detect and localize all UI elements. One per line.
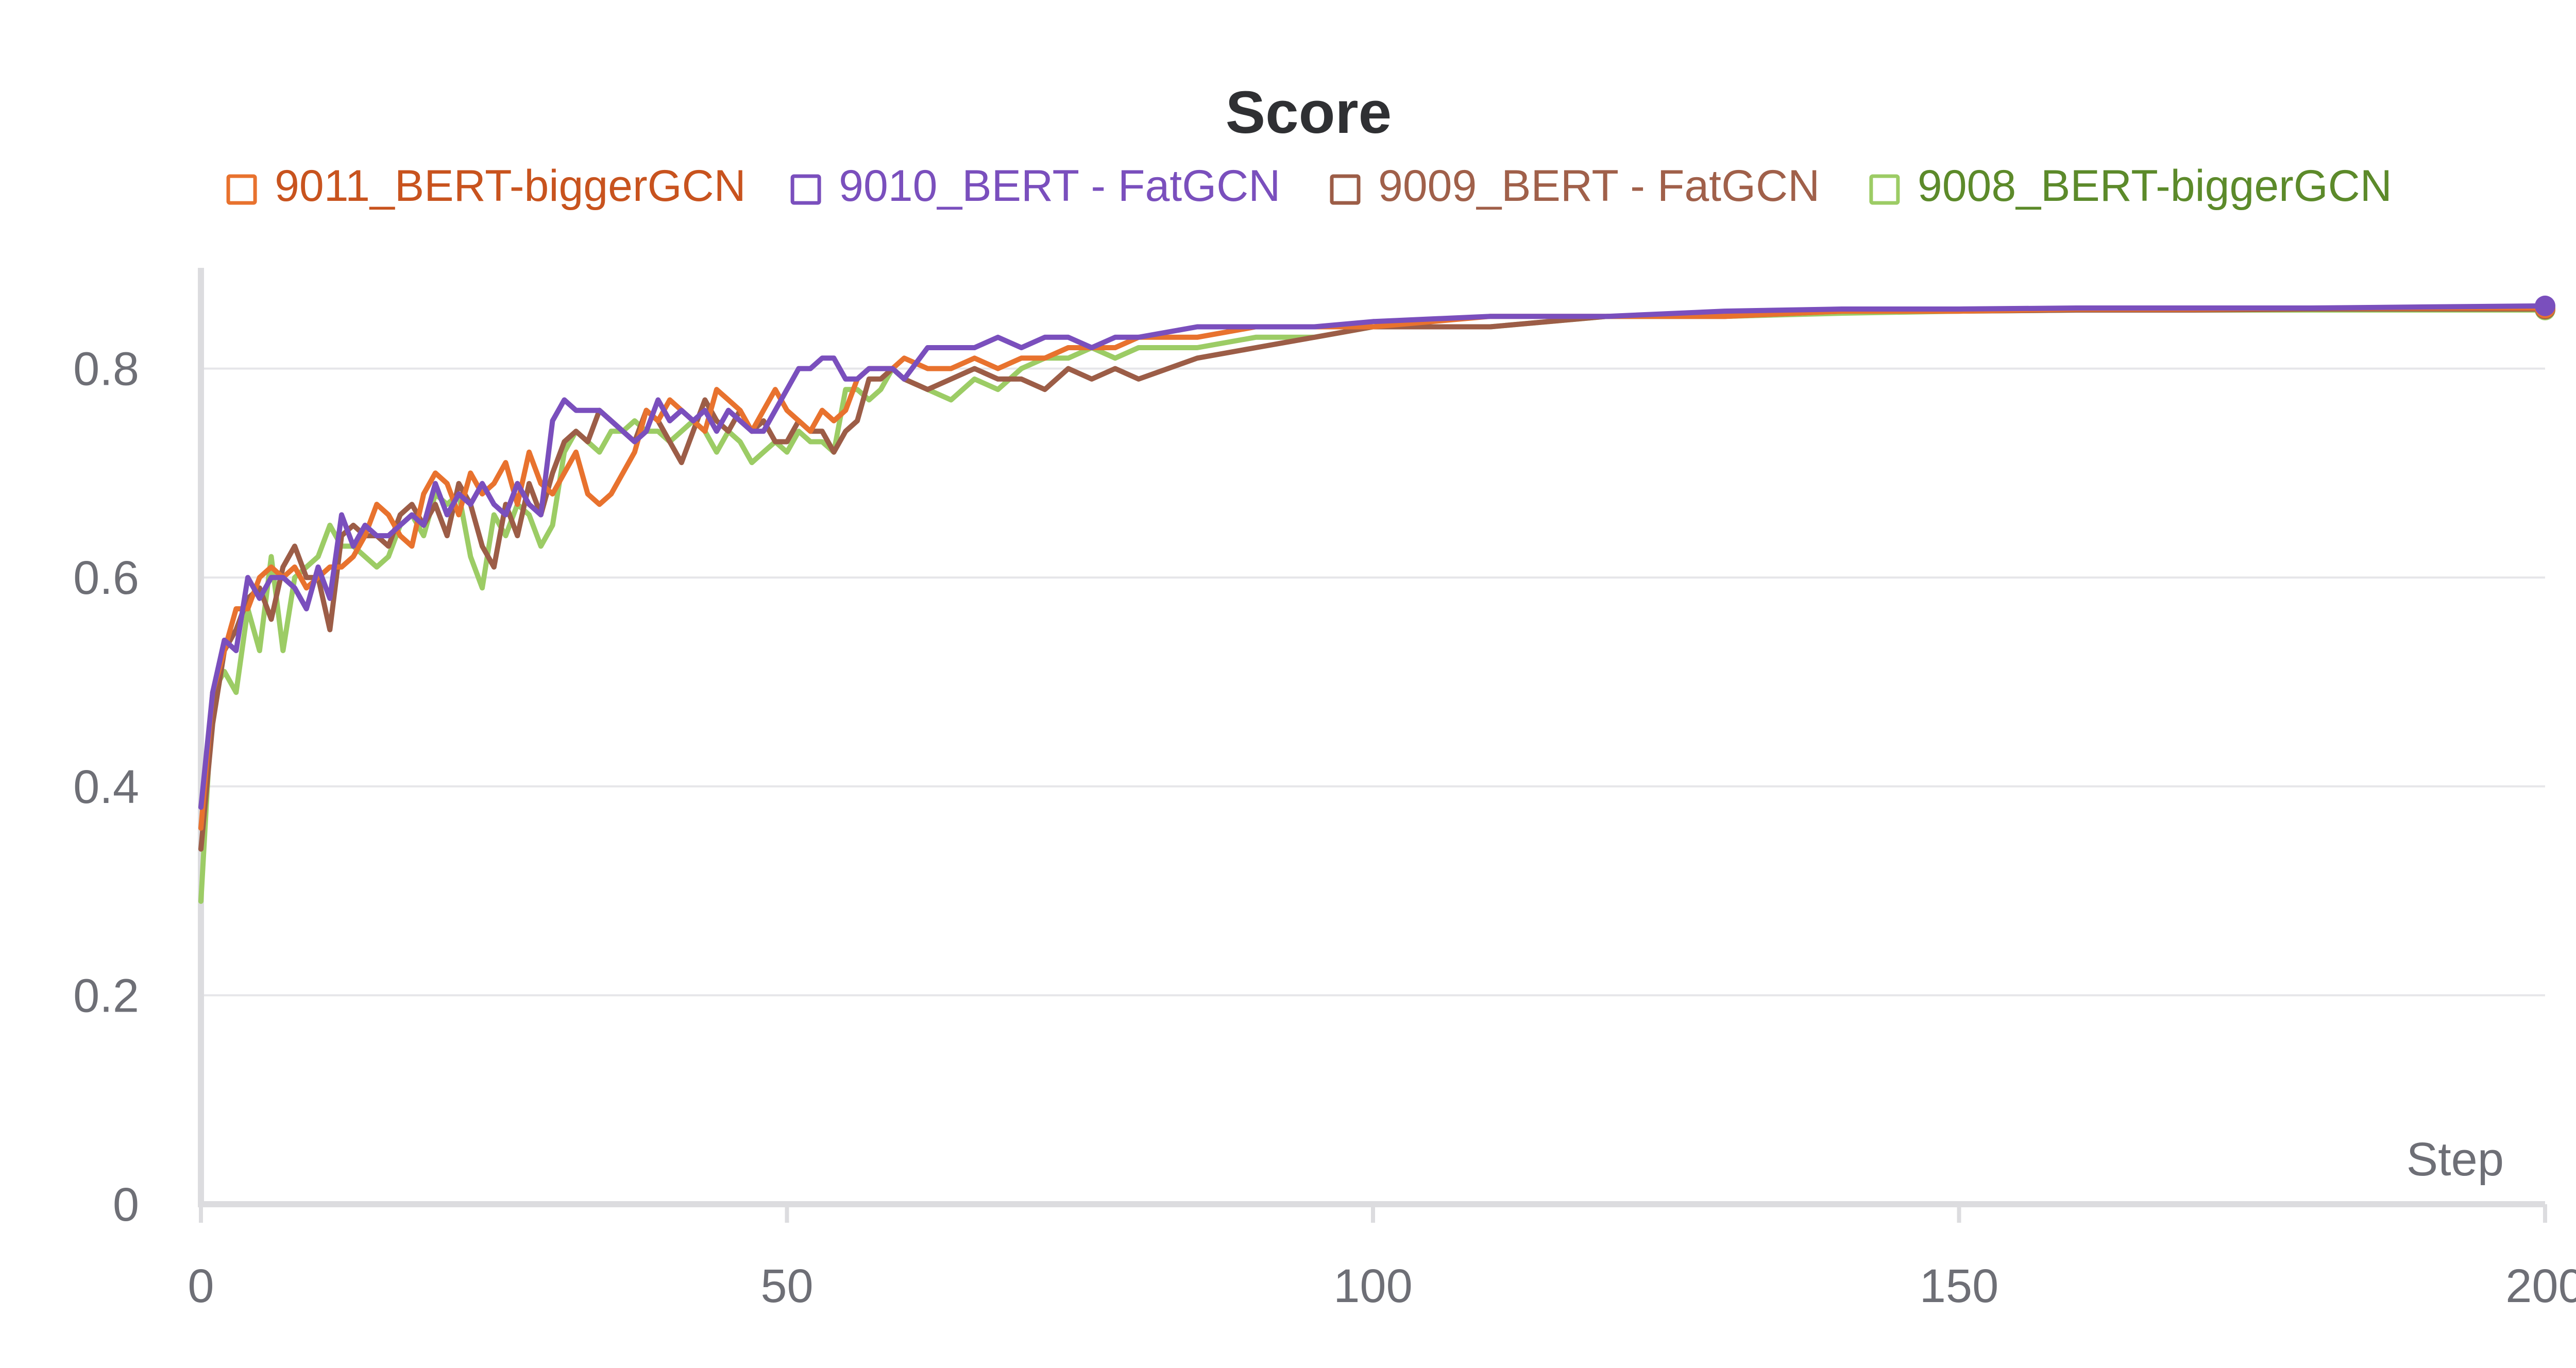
y-tick-label: 0.2 <box>73 969 139 1022</box>
tick-labels: 0 0.2 0.4 0.6 0.8 0 50 100 150 200 <box>73 343 2576 1312</box>
legend-item[interactable]: 9010_BERT - FatGCN <box>790 161 1280 211</box>
chart-title: Score <box>1226 79 1392 146</box>
y-tick-label: 0.4 <box>73 761 139 813</box>
legend-item[interactable]: 9009_BERT - FatGCN <box>1330 161 1820 211</box>
legend-item[interactable]: 9011_BERT-biggerGCN <box>226 161 746 211</box>
axes <box>198 268 2547 1223</box>
legend-swatch <box>1869 174 1900 205</box>
x-tick-label: 150 <box>1920 1260 1999 1312</box>
legend-label: 9011_BERT-biggerGCN <box>275 161 746 211</box>
legend-item[interactable]: 9008_BERT-biggerGCN <box>1869 161 2392 211</box>
legend: 9011_BERT-biggerGCN 9010_BERT - FatGCN 900… <box>226 161 2392 211</box>
x-tick-label: 50 <box>760 1260 813 1312</box>
y-tick-label: 0 <box>113 1178 139 1231</box>
x-axis-label: Step <box>2406 1133 2504 1186</box>
legend-swatch <box>1330 174 1361 205</box>
x-tick-label: 100 <box>1333 1260 1413 1312</box>
series-lines <box>198 295 2555 904</box>
legend-label: 9009_BERT - FatGCN <box>1378 161 1820 211</box>
series-line <box>198 303 2548 810</box>
gridlines <box>201 367 2545 997</box>
x-tick-label: 200 <box>2505 1260 2576 1312</box>
x-tick-label: 0 <box>188 1260 214 1312</box>
series-endpoint-marker <box>2535 295 2555 316</box>
y-tick-label: 0.6 <box>73 552 139 604</box>
legend-swatch <box>790 174 821 205</box>
y-tick-label: 0.8 <box>73 343 139 396</box>
legend-swatch <box>226 174 257 205</box>
legend-label: 9008_BERT-biggerGCN <box>1918 161 2392 211</box>
legend-label: 9010_BERT - FatGCN <box>839 161 1280 211</box>
